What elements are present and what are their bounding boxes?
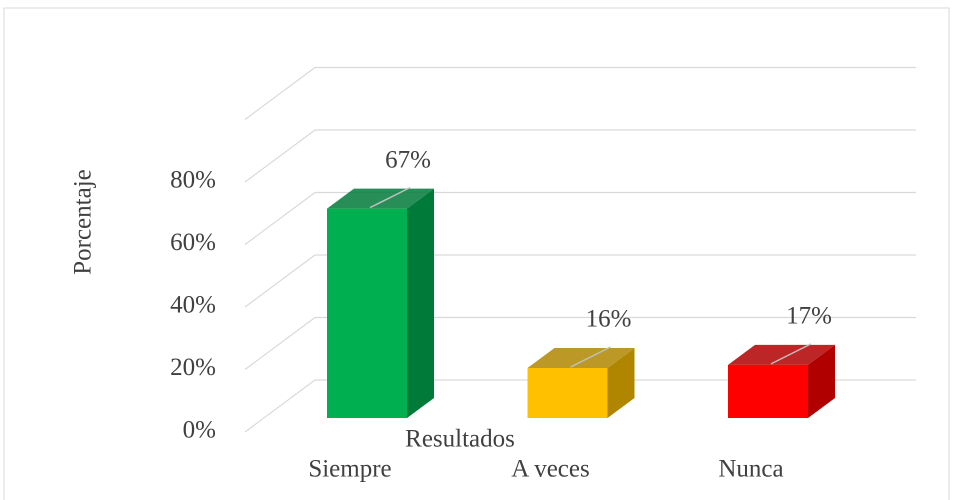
bar-side [607, 348, 635, 418]
x-tick-label: A veces [511, 456, 589, 483]
y-tick-label: 40% [170, 292, 216, 319]
grid-line [244, 129, 916, 183]
bar [327, 208, 407, 418]
grid-line [244, 66, 916, 120]
grid-line [244, 254, 916, 308]
x-tick-label: Siempre [308, 456, 391, 483]
y-tick-label: 60% [170, 229, 216, 256]
bar-top [327, 188, 434, 209]
bar-side [407, 188, 434, 418]
x-tick-label: Nunca [718, 456, 783, 483]
leader-line [570, 346, 611, 368]
grid-line [244, 316, 916, 370]
y-tick-label: 20% [170, 354, 216, 381]
y-tick-label: 0% [183, 417, 216, 444]
bar-side [808, 344, 835, 418]
y-axis-label: Porcentaje [70, 169, 97, 275]
bar [728, 364, 808, 418]
leader-line [770, 343, 812, 365]
leader-line [369, 186, 411, 209]
grid-line [244, 379, 916, 433]
grid-line [244, 191, 916, 245]
data-label: 17% [786, 303, 832, 330]
bar-top [728, 344, 835, 365]
x-axis-label: Resultados [405, 426, 515, 453]
data-label: 16% [586, 306, 632, 333]
y-tick-label: 80% [170, 167, 216, 194]
bar-top [527, 348, 635, 368]
bar [527, 368, 608, 418]
data-label: 67% [385, 146, 431, 173]
